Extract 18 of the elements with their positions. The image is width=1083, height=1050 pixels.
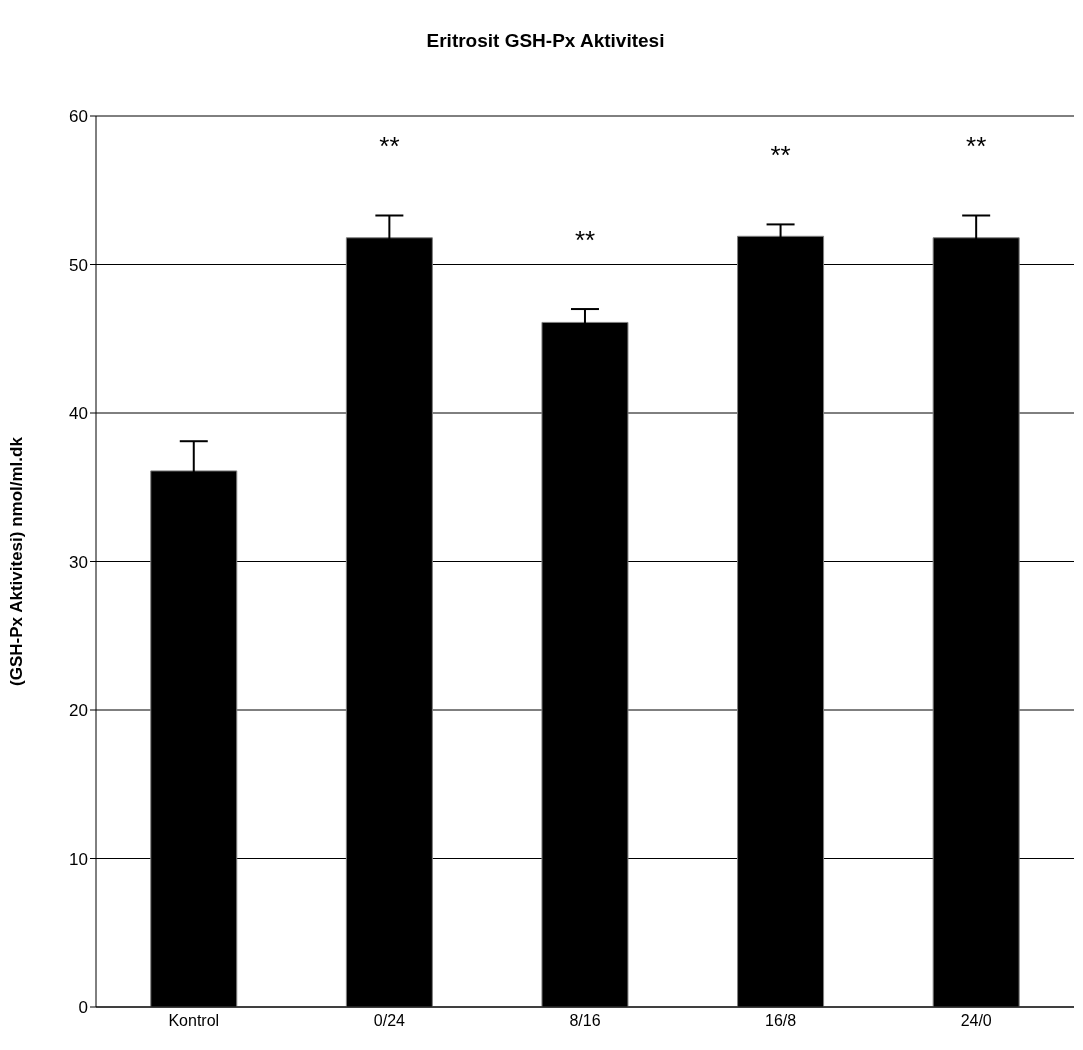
y-tick-label: 20 (69, 701, 88, 721)
y-tick-label: 10 (69, 849, 88, 869)
annotation: ** (966, 131, 987, 162)
x-tick-label: 0/24 (373, 1012, 406, 1030)
chart-title: Eritrosit GSH-Px Aktivitesi (425, 30, 666, 52)
y-tick-label: 40 (69, 404, 88, 424)
y-tick-label: 50 (69, 255, 88, 275)
annotation: ** (379, 131, 400, 162)
x-tick-label: 24/0 (960, 1012, 992, 1030)
x-tick-label: 8/16 (569, 1012, 601, 1030)
annotation: ** (574, 225, 596, 256)
annotation: ** (770, 140, 791, 171)
x-tick-label: 16/8 (765, 1012, 797, 1030)
x-tick-label: Kontrol (168, 1012, 220, 1030)
y-tick-label: 0 (78, 998, 88, 1018)
y-tick-label: 30 (69, 552, 88, 572)
y-axis-title: (GSH-Px Aktivitesi) nmol/ml.dk (7, 436, 27, 686)
y-tick-label: 60 (69, 107, 88, 127)
